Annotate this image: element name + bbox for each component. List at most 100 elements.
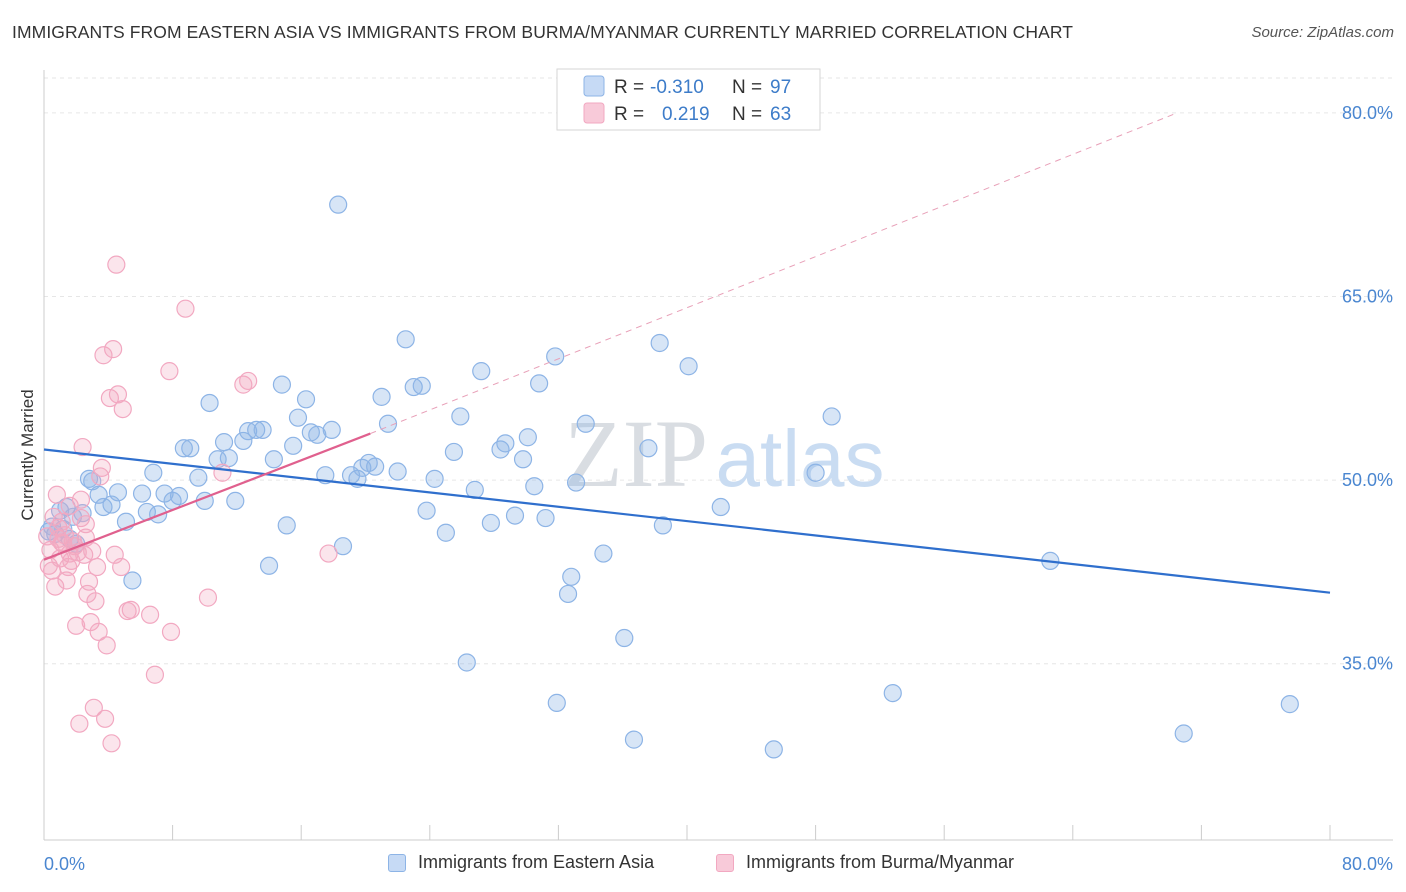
- gridlines: [44, 77, 1393, 665]
- point-burma-32: [89, 622, 108, 641]
- point-eastern-asia-84: [576, 414, 595, 433]
- point-eastern-asia-65: [444, 442, 464, 462]
- point-eastern-asia-24: [169, 486, 189, 506]
- point-burma-30: [86, 592, 105, 611]
- point-eastern-asia-61: [412, 376, 431, 395]
- point-eastern-asia-90: [650, 333, 669, 353]
- point-burma-36: [95, 709, 115, 728]
- point-eastern-asia-88: [639, 439, 658, 458]
- bottom-legend-label-burma: Immigrants from Burma/Myanmar: [746, 852, 1015, 872]
- point-eastern-asia-43: [288, 408, 308, 427]
- point-burma-6: [47, 485, 66, 504]
- point-eastern-asia-42: [284, 436, 303, 455]
- legend-swatch-blue: [583, 75, 605, 97]
- point-eastern-asia-81: [562, 567, 581, 586]
- series-eastern-asia-points: [39, 195, 1299, 759]
- point-burma-26: [79, 572, 99, 591]
- bottom-legend-swatch-blue: [388, 853, 406, 872]
- point-eastern-asia-87: [624, 730, 644, 749]
- point-burma-61: [52, 533, 71, 552]
- point-burma-39: [102, 734, 121, 753]
- point-eastern-asia-72: [496, 434, 515, 453]
- x-tick-labels: 0.0% 80.0%: [44, 854, 1393, 874]
- axes: [43, 70, 1393, 841]
- point-burma-54: [213, 463, 232, 482]
- legend-n-label-blue: N =: [732, 77, 762, 98]
- trend-line-burma: [43, 432, 371, 561]
- point-burma-43: [108, 385, 128, 404]
- point-burma-14: [60, 496, 79, 515]
- point-burma-12: [57, 571, 76, 590]
- point-eastern-asia-10: [79, 469, 99, 488]
- trend-line-eastern-asia: [43, 448, 1331, 594]
- point-burma-40: [104, 340, 123, 359]
- point-burma-35: [94, 346, 113, 365]
- bottom-legend-label-eastern-asia: Immigrants from Eastern Asia: [418, 852, 655, 872]
- point-eastern-asia-17: [123, 571, 142, 590]
- point-burma-47: [121, 600, 140, 619]
- point-eastern-asia-98: [1174, 724, 1193, 743]
- point-eastern-asia-33: [226, 491, 245, 511]
- bottom-legend-item-eastern-asia[interactable]: Immigrants from Eastern Asia: [388, 852, 654, 873]
- point-eastern-asia-89: [653, 516, 672, 535]
- point-eastern-asia-36: [247, 420, 266, 440]
- trend-lines: [43, 112, 1331, 594]
- point-burma-5: [46, 577, 65, 596]
- point-eastern-asia-75: [518, 428, 537, 447]
- point-burma-22: [73, 437, 92, 457]
- watermark-atlas: atlas: [716, 414, 885, 503]
- legend-n-label-pink: N =: [732, 104, 762, 125]
- legend-box: R = -0.310 N = 97 R = 0.219 N = 63: [556, 68, 821, 131]
- point-burma-51: [161, 622, 181, 641]
- point-eastern-asia-46: [308, 425, 327, 444]
- legend-r-label-blue: R =: [614, 77, 644, 98]
- point-eastern-asia-37: [253, 420, 272, 440]
- point-eastern-asia-27: [189, 468, 208, 487]
- point-eastern-asia-79: [546, 347, 565, 366]
- y-tick-label-35: 35.0%: [1342, 654, 1393, 674]
- point-burma-21: [71, 490, 91, 509]
- legend-r-label-pink: R =: [614, 104, 644, 125]
- point-burma-37: [97, 636, 116, 655]
- point-burma-45: [113, 399, 132, 419]
- point-burma-44: [112, 557, 131, 577]
- x-tick-label-min: 0.0%: [44, 854, 85, 874]
- point-eastern-asia-82: [558, 584, 578, 604]
- point-burma-34: [92, 458, 111, 477]
- point-eastern-asia-31: [214, 433, 234, 452]
- point-burma-18: [67, 616, 86, 635]
- point-eastern-asia-15: [108, 483, 128, 502]
- point-eastern-asia-62: [417, 501, 436, 520]
- point-eastern-asia-59: [396, 330, 415, 349]
- point-eastern-asia-80: [547, 693, 566, 712]
- point-eastern-asia-41: [277, 516, 296, 535]
- point-burma-57: [319, 544, 338, 563]
- point-eastern-asia-20: [144, 463, 163, 482]
- point-eastern-asia-76: [525, 477, 544, 496]
- point-eastern-asia-49: [329, 195, 348, 214]
- watermark: ZIP atlas: [564, 400, 884, 507]
- point-eastern-asia-63: [425, 469, 444, 488]
- point-eastern-asia-71: [491, 440, 510, 459]
- point-burma-60: [71, 508, 91, 528]
- point-eastern-asia-95: [822, 407, 841, 426]
- chart-title: IMMIGRANTS FROM EASTERN ASIA VS IMMIGRAN…: [12, 22, 1074, 42]
- y-tick-labels: 35.0% 50.0% 65.0% 80.0%: [1342, 103, 1393, 674]
- point-burma-53: [198, 588, 218, 607]
- point-eastern-asia-99: [1280, 695, 1299, 714]
- point-eastern-asia-69: [472, 362, 491, 381]
- bottom-legend-item-burma[interactable]: Immigrants from Burma/Myanmar: [716, 852, 1014, 873]
- point-eastern-asia-26: [181, 439, 200, 458]
- source-label: Source: ZipAtlas.com: [1251, 24, 1394, 41]
- point-eastern-asia-70: [481, 513, 500, 533]
- point-burma-24: [76, 515, 95, 534]
- point-eastern-asia-92: [711, 497, 730, 517]
- point-eastern-asia-93: [764, 740, 783, 759]
- legend-r-value-blue: -0.310: [650, 77, 704, 98]
- point-eastern-asia-67: [457, 653, 476, 672]
- legend-swatch-pink: [583, 102, 605, 124]
- point-eastern-asia-25: [174, 439, 193, 458]
- point-eastern-asia-29: [200, 393, 219, 413]
- point-burma-49: [145, 665, 165, 684]
- point-burma-48: [140, 605, 160, 624]
